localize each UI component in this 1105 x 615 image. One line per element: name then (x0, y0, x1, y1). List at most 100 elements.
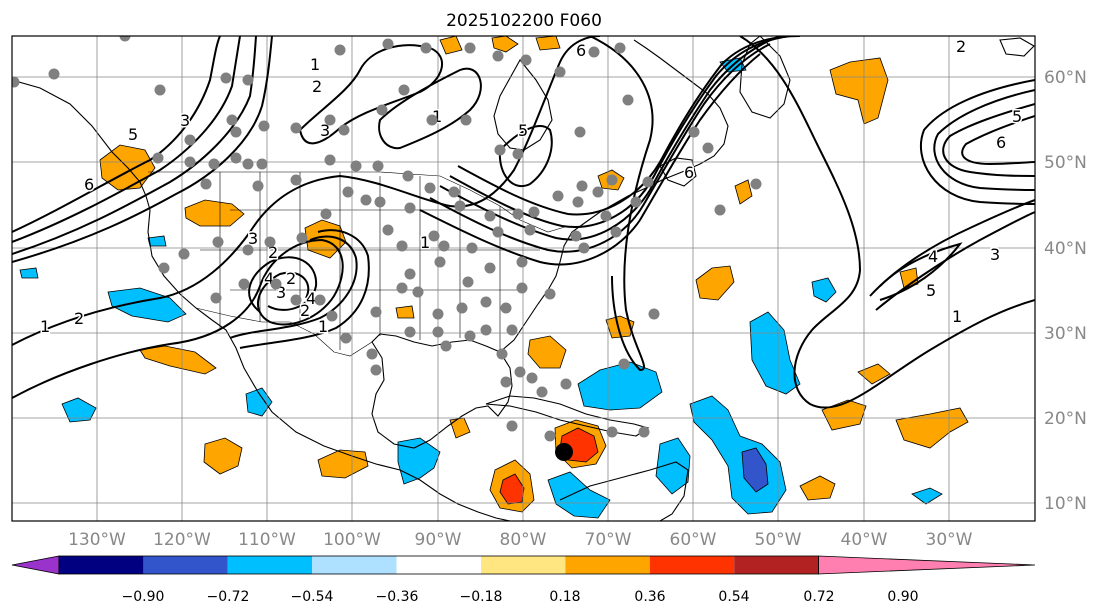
lon-label: 50°W (755, 530, 802, 550)
station-dot (688, 126, 700, 138)
contour-label: 4 (306, 289, 316, 308)
contour-line (12, 36, 601, 346)
station-dot (212, 236, 224, 248)
station-dot (528, 206, 540, 218)
lon-label: 90°W (415, 530, 462, 550)
station-dot (500, 376, 512, 388)
station-dot (460, 114, 472, 126)
contour-line (12, 36, 241, 243)
positive-anomaly-area (527, 335, 567, 369)
station-dot (370, 364, 382, 376)
positive-anomaly-area (734, 179, 753, 205)
lon-label: 120°W (153, 530, 211, 550)
station-dot (256, 158, 268, 170)
station-dot (648, 308, 660, 320)
north-america-coastline (12, 79, 511, 521)
station-dot (48, 68, 60, 80)
station-dot (614, 42, 626, 54)
colorbar-segment (227, 556, 313, 574)
contour-label: 2 (312, 77, 322, 96)
contour-label: 3 (180, 111, 190, 130)
station-dot (570, 230, 582, 242)
station-dot (424, 182, 436, 194)
station-dot (630, 196, 642, 208)
negative-anomaly-area (741, 447, 769, 493)
station-dot (514, 366, 526, 378)
station-dot (434, 256, 446, 268)
station-dot (412, 286, 424, 298)
lon-label: 60°W (670, 530, 717, 550)
us-mexico-border (195, 307, 373, 357)
latitude-labels: 60°N 50°N 40°N 30°N 20°N 10°N (1044, 68, 1087, 514)
station-dot (750, 178, 762, 190)
station-dot (326, 310, 338, 322)
lon-label: 70°W (585, 530, 632, 550)
station-dot (592, 186, 604, 198)
positive-anomaly-area (395, 305, 415, 319)
station-dot (382, 224, 394, 236)
station-dot (372, 160, 384, 172)
station-dot (622, 94, 634, 106)
station-dot (404, 202, 416, 214)
contour-line (942, 103, 1035, 177)
station-dot (480, 296, 492, 308)
station-dot (544, 288, 556, 300)
positive-anomaly-area (695, 265, 735, 301)
station-dot (242, 244, 254, 256)
lat-label: 30°N (1044, 324, 1087, 344)
contour-label: 6 (576, 41, 586, 60)
contour-label: 5 (1012, 107, 1022, 126)
station-dot (520, 54, 532, 66)
station-dot (396, 282, 408, 294)
contour-line (589, 36, 654, 372)
station-dot (588, 46, 600, 58)
positive-anomaly-area (203, 437, 243, 475)
station-dot (606, 174, 618, 186)
lon-label: 40°W (841, 530, 888, 550)
station-dot (200, 178, 212, 190)
colorbar-segment (312, 556, 397, 574)
station-dot (402, 170, 414, 182)
station-dot (374, 196, 386, 208)
colorbar-tick-label: −0.54 (291, 589, 334, 605)
contour-label: 5 (926, 281, 936, 300)
station-dot (544, 430, 556, 442)
lat-label: 20°N (1044, 409, 1087, 429)
station-dot (404, 326, 416, 338)
negative-anomaly-area (397, 437, 441, 485)
negative-anomaly-area (547, 471, 611, 519)
contour-label: 2 (286, 269, 296, 288)
colorbar-extend-low (11, 555, 60, 575)
station-markers (12, 36, 762, 442)
station-dot (290, 294, 302, 306)
station-dot (506, 420, 518, 432)
contour-line (378, 67, 482, 150)
map-frame (11, 35, 1036, 522)
station-dot (252, 180, 264, 192)
station-dot (552, 190, 564, 202)
colorbar-tick-labels: −0.90 −0.72 −0.54 −0.36 −0.18 0.18 0.36 … (122, 589, 919, 605)
station-dot (230, 126, 242, 138)
station-dot (184, 156, 196, 168)
station-dot (370, 306, 382, 318)
colorbar-segment (649, 556, 735, 574)
lon-label: 80°W (500, 530, 547, 550)
map-background (12, 36, 1035, 521)
station-dot (324, 114, 336, 126)
positive-anomaly-area (899, 267, 919, 289)
negative-anomaly-area (749, 311, 801, 395)
colorbar-segment (734, 556, 819, 574)
gulf-coastline (371, 333, 513, 449)
colorbar-segment (565, 556, 650, 574)
station-dot (480, 324, 492, 336)
contour-label: 6 (684, 163, 694, 182)
station-dot (456, 302, 468, 314)
cuba-coastline (485, 395, 650, 437)
station-dot (382, 38, 394, 50)
contour-line (439, 36, 781, 241)
station-dot (578, 242, 590, 254)
lat-label: 60°N (1044, 68, 1087, 88)
station-dot (496, 348, 508, 360)
station-dot (516, 282, 528, 294)
station-dot (334, 44, 346, 56)
